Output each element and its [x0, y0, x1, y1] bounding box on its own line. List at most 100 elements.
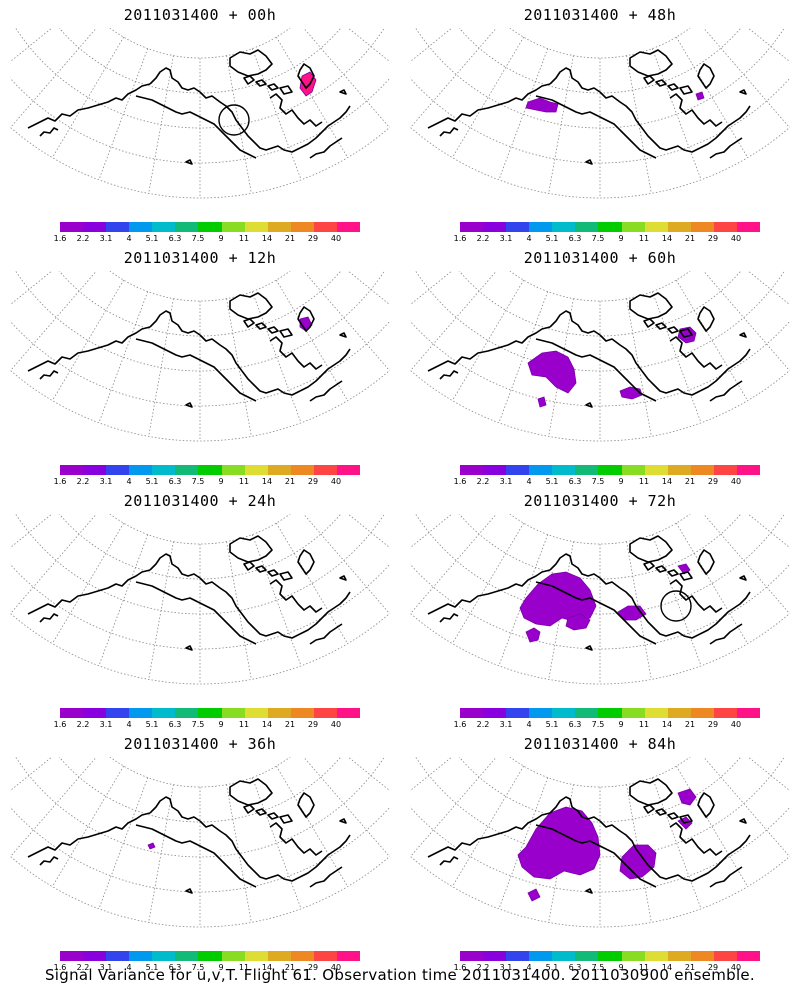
colorbar-tick-label: 7.5 — [191, 963, 205, 972]
colorbar-swatch — [667, 708, 691, 718]
longitude-gridline — [347, 757, 390, 792]
latitude-gridline — [10, 806, 390, 893]
longitude-gridline — [747, 28, 790, 63]
colorbar-swatch — [175, 951, 199, 961]
coastline — [439, 370, 459, 380]
colorbar-tick-label: 2.2 — [476, 234, 490, 243]
colorbar-tick-label: 21 — [284, 963, 296, 972]
coastline — [597, 115, 657, 159]
colorbar-swatch — [598, 222, 622, 232]
coastline — [667, 812, 679, 820]
coastline — [27, 569, 151, 615]
coastline — [585, 159, 593, 165]
latitude-gridline — [109, 28, 291, 59]
coastline — [549, 310, 601, 336]
coastline — [535, 95, 599, 117]
colorbar-tick-label: 5.1 — [145, 720, 159, 729]
colorbar-swatch — [644, 465, 668, 475]
colorbar-swatch — [621, 222, 645, 232]
colorbar-tick-label: 29 — [307, 234, 319, 243]
map-panel: 2011031400 + 12h 1.6 2.2 3.1 4 5.1 6.3 7.5 9 11 14… — [0, 243, 400, 488]
coastline — [149, 67, 201, 93]
coastline — [439, 856, 459, 866]
coastline — [655, 808, 667, 816]
colorbar — [60, 708, 361, 718]
colorbar-tick-label: 40 — [730, 720, 742, 729]
colorbar-swatch — [244, 222, 268, 232]
longitude-gridline — [703, 271, 790, 371]
panel-title: 2011031400 + 60h — [523, 249, 677, 267]
longitude-gridline — [452, 522, 524, 644]
colorbar-swatch — [129, 465, 153, 475]
colorbar-tick-label: 7.5 — [191, 234, 205, 243]
latitude-gridline — [410, 563, 790, 650]
colorbar-tick-label: 11 — [638, 477, 650, 486]
colorbar-swatch — [575, 951, 599, 961]
coastline — [739, 332, 747, 338]
colorbar-swatch — [460, 222, 484, 232]
coastline — [679, 571, 693, 581]
colorbar-tick-label: 29 — [307, 963, 319, 972]
colorbar-swatch — [198, 465, 222, 475]
coastline — [679, 85, 693, 95]
colorbar-tick-label: 7.5 — [591, 234, 605, 243]
colorbar-tick-label: 21 — [284, 477, 296, 486]
coastline — [309, 380, 343, 402]
variance-contour — [565, 613, 591, 631]
variance-contour — [525, 97, 559, 113]
coastline — [535, 338, 599, 360]
colorbar-tick-label: 29 — [707, 234, 719, 243]
colorbar-swatch — [529, 222, 553, 232]
colorbar-swatch — [244, 951, 268, 961]
coastline — [297, 549, 315, 575]
colorbar-swatch — [290, 465, 314, 475]
longitude-gridline — [498, 48, 549, 180]
coastline — [135, 824, 199, 846]
colorbar-swatch — [152, 951, 176, 961]
colorbar — [460, 708, 761, 718]
latitude-gridline — [415, 514, 785, 615]
colorbar-swatch — [267, 951, 291, 961]
colorbar-tick-label: 9 — [218, 963, 224, 972]
longitude-gridline — [410, 757, 497, 857]
colorbar-tick-label: 3.1 — [99, 477, 113, 486]
colorbar-tick-label: 11 — [638, 234, 650, 243]
colorbar-swatch — [529, 708, 553, 718]
variance-contour — [527, 888, 541, 902]
colorbar — [60, 465, 361, 475]
longitude-gridline — [10, 271, 97, 371]
coastline — [549, 67, 601, 93]
colorbar-tick-label: 2.2 — [476, 963, 490, 972]
colorbar-tick-label: 2.2 — [476, 477, 490, 486]
coastline — [39, 370, 59, 380]
latitude-gridline — [15, 271, 385, 372]
colorbar-swatch — [60, 222, 84, 232]
map-panel: 2011031400 + 84h 1.6 2.2 3.1 4 5.1 6.3 7.5 9 11 14… — [400, 729, 800, 974]
colorbar-tick-label: 29 — [707, 477, 719, 486]
colorbar-swatch — [152, 465, 176, 475]
colorbar-tick-label: 5.1 — [145, 234, 159, 243]
colorbar-swatch — [152, 222, 176, 232]
colorbar-tick-label: 6.3 — [568, 720, 582, 729]
coastline — [185, 159, 193, 165]
latitude-gridline — [509, 271, 691, 302]
colorbar-ticks: 1.6 2.2 3.1 4 5.1 6.3 7.5 9 11 14 21 29 40 — [454, 234, 760, 244]
colorbar-swatch — [221, 222, 245, 232]
coastline — [339, 575, 347, 581]
latitude-gridline — [415, 28, 785, 129]
colorbar-tick-label: 40 — [330, 234, 342, 243]
coastline — [279, 328, 293, 338]
colorbar-tick-label: 11 — [238, 234, 250, 243]
longitude-gridline — [747, 514, 790, 549]
coastline — [739, 575, 747, 581]
coastline — [699, 105, 751, 149]
coastline — [149, 553, 201, 579]
variance-contour — [147, 842, 156, 850]
colorbar-tick-label: 11 — [638, 720, 650, 729]
variance-contour — [619, 386, 643, 400]
colorbar-tick-label: 21 — [284, 720, 296, 729]
coastline — [739, 818, 747, 824]
map-panel: 2011031400 + 36h 1.6 2.2 3.1 4 5.1 6.3 7.5 9 11 14… — [0, 729, 400, 974]
colorbar-tick-label: 1.6 — [453, 477, 467, 486]
coastline — [149, 796, 201, 822]
